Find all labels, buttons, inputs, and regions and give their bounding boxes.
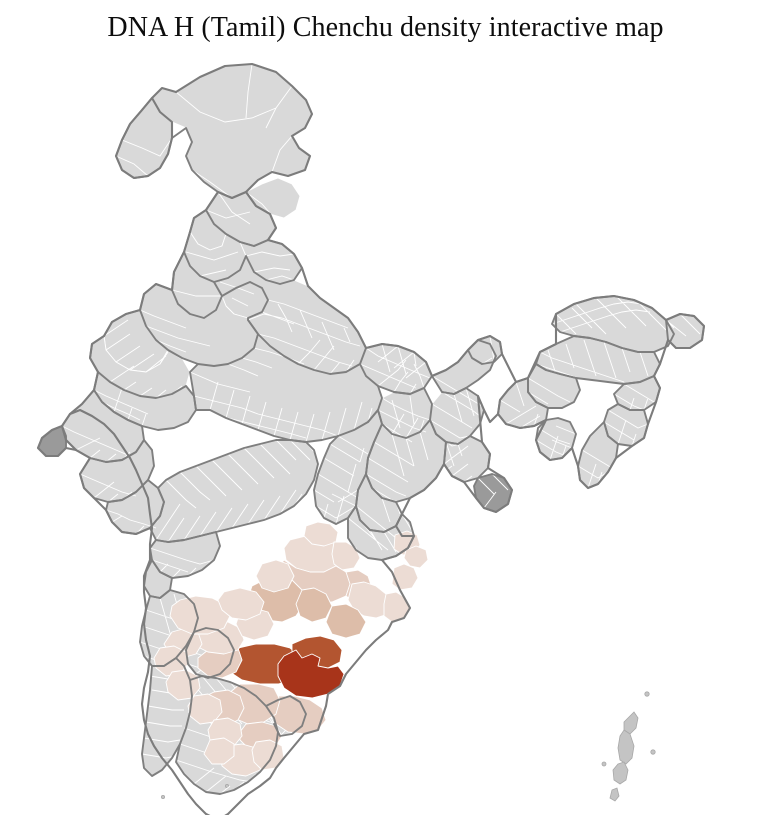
region-nanded-north[interactable] xyxy=(256,560,294,592)
island-small-west[interactable] xyxy=(601,761,607,767)
island-south-andaman[interactable] xyxy=(612,761,629,785)
region-prakasam[interactable] xyxy=(278,650,344,698)
island-lakshadweep-a[interactable] xyxy=(224,784,229,789)
island-middle-andaman[interactable] xyxy=(617,729,635,765)
region-krishna[interactable] xyxy=(326,604,366,638)
region-solapur-osmanabad[interactable] xyxy=(170,596,230,634)
island-north-andaman[interactable] xyxy=(623,711,639,735)
page-title: DNA H (Tamil) Chenchu density interactiv… xyxy=(107,12,664,43)
island-barren[interactable] xyxy=(650,749,656,755)
region-dharmapuri-krishnagiri[interactable] xyxy=(204,738,234,764)
island-little-andaman[interactable] xyxy=(609,787,620,802)
india-choropleth-map[interactable] xyxy=(0,52,771,815)
region-vizianagaram-srikakulam[interactable] xyxy=(404,546,428,568)
country-outline-layer xyxy=(38,64,704,815)
island-landfall[interactable] xyxy=(644,691,650,697)
map-svg[interactable] xyxy=(0,52,771,815)
region-latur-nanded[interactable] xyxy=(218,588,264,620)
island-lakshadweep-b[interactable] xyxy=(160,795,165,800)
region-karimnagar-warangal[interactable] xyxy=(332,542,360,570)
region-nalgonda-south[interactable] xyxy=(296,588,332,622)
region-visakhapatnam[interactable] xyxy=(392,564,418,590)
